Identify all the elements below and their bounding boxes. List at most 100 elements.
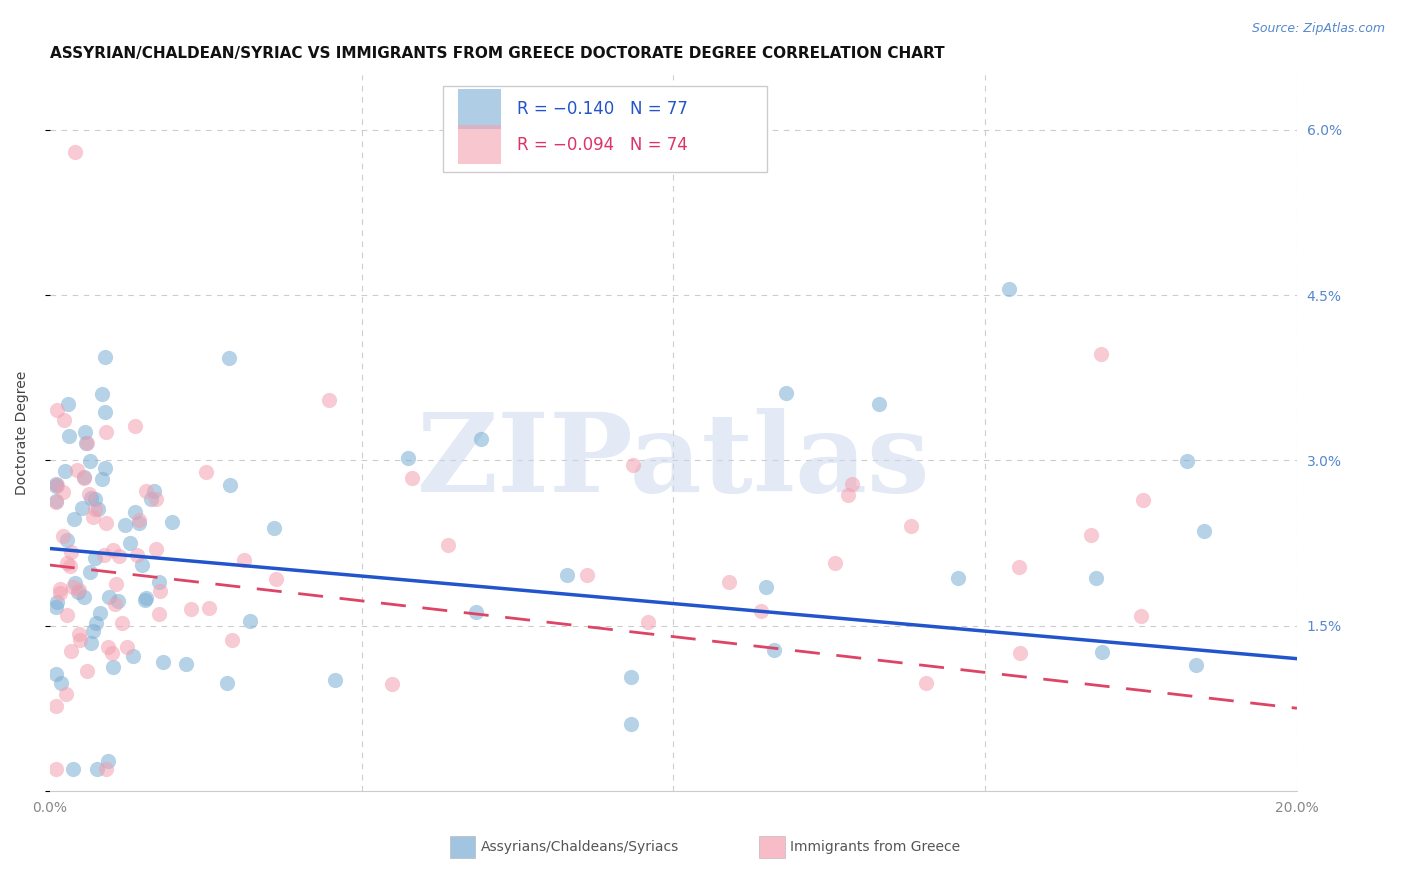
Point — [45, 478, 67, 492]
Point — [56, 608, 79, 623]
Point — [232, 553, 254, 567]
Point — [83, 502, 105, 516]
Point — [221, 632, 243, 647]
Point — [218, 478, 240, 492]
Point — [555, 568, 578, 582]
Point — [83, 550, 105, 565]
Point — [45, 478, 67, 492]
Point — [142, 483, 165, 498]
Point — [94, 762, 117, 776]
Point — [73, 471, 96, 485]
Point — [125, 548, 148, 562]
Point — [1184, 658, 1206, 673]
Point — [180, 601, 202, 615]
Point — [80, 491, 103, 505]
Point — [96, 640, 118, 655]
Point — [135, 591, 157, 605]
Point — [755, 580, 778, 594]
Point — [58, 428, 80, 442]
Point — [93, 548, 115, 562]
Point — [998, 281, 1021, 295]
Point — [437, 538, 460, 552]
Text: Immigrants from Greece: Immigrants from Greece — [790, 840, 960, 854]
Point — [1008, 646, 1031, 660]
Point — [824, 556, 846, 570]
Point — [749, 604, 772, 618]
Point — [263, 521, 285, 535]
Point — [56, 533, 79, 547]
Point — [841, 477, 863, 491]
Text: ZIPatlas: ZIPatlas — [416, 408, 931, 515]
Point — [1091, 644, 1114, 658]
Point — [114, 518, 136, 533]
Point — [148, 574, 170, 589]
Point — [135, 483, 157, 498]
Point — [914, 676, 936, 690]
Point — [107, 594, 129, 608]
Point — [45, 402, 67, 417]
Point — [49, 676, 72, 690]
Point — [77, 487, 100, 501]
Point — [65, 576, 87, 591]
Point — [576, 568, 599, 582]
Point — [775, 386, 797, 401]
Point — [152, 655, 174, 669]
Point — [148, 607, 170, 622]
Point — [111, 616, 134, 631]
Point — [1085, 571, 1108, 585]
Point — [1080, 528, 1102, 542]
Point — [55, 687, 77, 701]
Point — [53, 413, 76, 427]
Point — [149, 583, 172, 598]
Point — [117, 640, 139, 654]
Point — [45, 599, 67, 614]
Point — [325, 673, 347, 688]
Point — [134, 592, 156, 607]
Point — [69, 627, 91, 641]
Point — [900, 519, 922, 533]
Point — [66, 463, 89, 477]
Point — [76, 436, 98, 450]
Point — [239, 615, 262, 629]
Point — [45, 667, 67, 681]
Point — [718, 574, 741, 589]
Point — [48, 585, 70, 599]
Point — [1090, 347, 1112, 361]
Point — [86, 762, 108, 776]
Point — [63, 512, 86, 526]
Point — [1175, 454, 1198, 468]
Point — [762, 642, 785, 657]
Y-axis label: Doctorate Degree: Doctorate Degree — [15, 371, 30, 495]
Point — [103, 660, 125, 674]
Point — [48, 582, 70, 597]
Text: ASSYRIAN/CHALDEAN/SYRIAC VS IMMIGRANTS FROM GREECE DOCTORATE DEGREE CORRELATION : ASSYRIAN/CHALDEAN/SYRIAC VS IMMIGRANTS F… — [49, 46, 945, 62]
Point — [128, 513, 150, 527]
Point — [84, 491, 107, 506]
Point — [56, 397, 79, 411]
Point — [946, 571, 969, 585]
Point — [59, 545, 82, 559]
Point — [1008, 559, 1031, 574]
Point — [837, 487, 859, 501]
Point — [79, 453, 101, 467]
Point — [73, 591, 96, 605]
Point — [1132, 493, 1154, 508]
Point — [79, 566, 101, 580]
Text: R = −0.140   N = 77: R = −0.140 N = 77 — [517, 100, 689, 118]
Point — [218, 351, 240, 365]
Point — [45, 476, 67, 491]
Point — [56, 556, 79, 570]
Point — [45, 698, 67, 713]
Point — [75, 436, 97, 450]
Point — [108, 549, 131, 564]
Point — [94, 405, 117, 419]
Point — [124, 505, 146, 519]
Point — [90, 472, 112, 486]
Point — [100, 646, 122, 660]
Point — [97, 755, 120, 769]
Point — [128, 516, 150, 530]
Point — [96, 425, 118, 440]
Point — [139, 492, 162, 507]
Point — [60, 644, 83, 658]
Point — [131, 558, 153, 572]
